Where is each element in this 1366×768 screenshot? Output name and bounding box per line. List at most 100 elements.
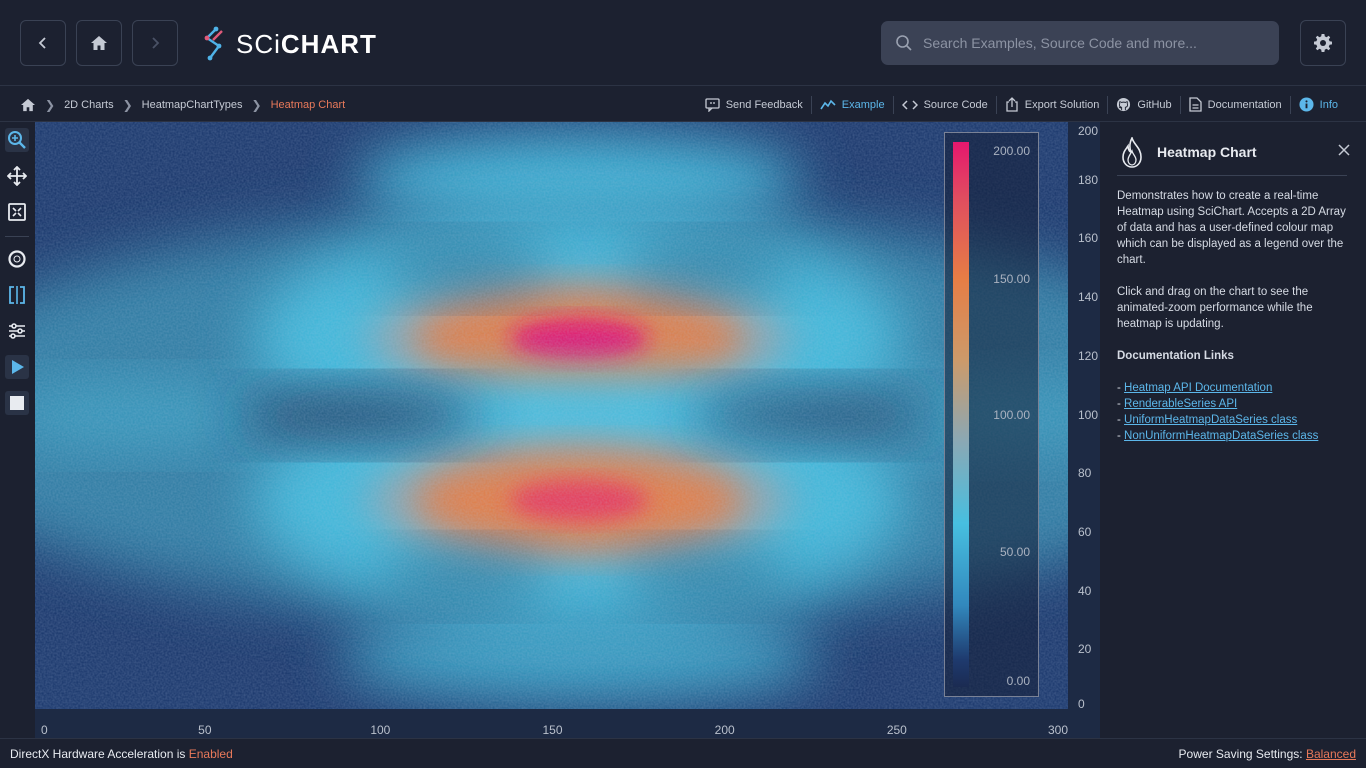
x-tick-label: 300 bbox=[1048, 723, 1069, 737]
brand-name: SCiCHART bbox=[236, 28, 377, 59]
play-button[interactable] bbox=[5, 355, 29, 379]
scichart-logo-icon bbox=[204, 26, 223, 61]
chevron-left-icon bbox=[38, 37, 46, 49]
doc-link-nonuniform-heatmap[interactable]: NonUniformHeatmapDataSeries class bbox=[1124, 430, 1319, 442]
stop-button[interactable] bbox=[5, 391, 29, 415]
chart-line-icon bbox=[820, 99, 836, 109]
chart-plot-area[interactable] bbox=[35, 122, 1068, 709]
document-icon bbox=[1188, 97, 1202, 112]
y-tick-label: 180 bbox=[1078, 172, 1099, 187]
doc-link-item: - RenderableSeries API bbox=[1117, 398, 1238, 410]
legend-label: 0.00 bbox=[1006, 674, 1030, 688]
feedback-icon bbox=[705, 97, 720, 112]
y-axis[interactable]: 0 20 40 60 80 100 120 140 160 180 200 bbox=[1068, 122, 1100, 738]
power-saving-status: Power Saving Settings: Balanced bbox=[1178, 747, 1356, 761]
breadcrumb: ❯ 2D Charts ❯ HeatmapChartTypes ❯ Heatma… bbox=[20, 87, 345, 122]
source-code-button[interactable]: Source Code bbox=[892, 95, 996, 114]
x-tick-label: 50 bbox=[198, 723, 212, 737]
stop-icon bbox=[10, 396, 24, 410]
info-icon bbox=[1299, 97, 1314, 112]
zoom-extents-icon bbox=[8, 203, 26, 221]
documentation-button[interactable]: Documentation bbox=[1179, 95, 1290, 114]
legend-label: 150.00 bbox=[993, 272, 1030, 286]
x-axis[interactable]: 0 50 100 150 200 250 300 bbox=[35, 709, 1068, 738]
back-button[interactable] bbox=[20, 20, 66, 66]
info-tab[interactable]: Info bbox=[1289, 95, 1346, 114]
acceleration-value: Enabled bbox=[188, 747, 233, 761]
y-tick-label: 160 bbox=[1078, 231, 1099, 246]
breadcrumb-bar: ❯ 2D Charts ❯ HeatmapChartTypes ❯ Heatma… bbox=[0, 87, 1366, 122]
export-icon bbox=[1006, 97, 1018, 112]
info-description: Demonstrates how to create a real-time H… bbox=[1117, 190, 1346, 266]
x-tick-label: 100 bbox=[370, 723, 391, 737]
y-tick-label: 200 bbox=[1078, 124, 1099, 138]
home-icon[interactable] bbox=[20, 98, 36, 112]
chart-toolbar bbox=[0, 122, 35, 738]
heatmap-flame-icon bbox=[1122, 137, 1142, 168]
heatmap-surface[interactable] bbox=[35, 122, 1068, 709]
github-icon bbox=[1117, 97, 1131, 112]
y-tick-label: 20 bbox=[1078, 642, 1092, 657]
settings-sliders-icon bbox=[9, 323, 25, 339]
documentation-links-heading: Documentation Links bbox=[1117, 350, 1234, 362]
play-icon bbox=[12, 360, 24, 374]
info-content: Demonstrates how to create a real-time H… bbox=[1117, 188, 1353, 444]
settings-button[interactable] bbox=[1300, 20, 1346, 66]
color-legend-bar bbox=[953, 142, 969, 687]
chevron-right-icon bbox=[152, 37, 160, 49]
breadcrumb-separator: ❯ bbox=[122, 97, 133, 112]
cursor-icon bbox=[9, 286, 25, 304]
close-icon[interactable] bbox=[1338, 144, 1350, 156]
x-tick-label: 150 bbox=[542, 723, 563, 737]
forward-button[interactable] bbox=[132, 20, 178, 66]
y-tick-label: 120 bbox=[1078, 348, 1099, 363]
x-tick-label: 200 bbox=[714, 723, 735, 737]
github-button[interactable]: GitHub bbox=[1107, 95, 1179, 114]
breadcrumb-heatmap-chart-types[interactable]: HeatmapChartTypes bbox=[141, 98, 243, 111]
info-panel-header: Heatmap Chart bbox=[1117, 134, 1350, 176]
breadcrumb-heatmap-chart: Heatmap Chart bbox=[270, 98, 346, 111]
pan-tool-button[interactable] bbox=[5, 164, 29, 188]
export-solution-button[interactable]: Export Solution bbox=[995, 95, 1108, 114]
power-saving-link[interactable]: Balanced bbox=[1305, 747, 1356, 761]
doc-link-renderable-series[interactable]: RenderableSeries API bbox=[1124, 398, 1238, 410]
y-tick-label: 60 bbox=[1078, 524, 1092, 539]
heatmap-color-legend: 200.00 150.00 100.00 50.00 0.00 bbox=[944, 132, 1039, 697]
example-actions: Send Feedback Example Source Code Export… bbox=[697, 87, 1346, 122]
search-box[interactable] bbox=[881, 21, 1279, 65]
send-feedback-button[interactable]: Send Feedback bbox=[697, 96, 811, 114]
y-tick-label: 40 bbox=[1078, 583, 1092, 598]
legend-label: 50.00 bbox=[999, 545, 1030, 559]
doc-link-item: - Heatmap API Documentation bbox=[1117, 382, 1273, 394]
x-tick-label: 250 bbox=[886, 723, 907, 737]
chart-settings-button[interactable] bbox=[5, 319, 29, 343]
doc-link-heatmap-api[interactable]: Heatmap API Documentation bbox=[1124, 382, 1273, 394]
zoom-icon bbox=[8, 131, 26, 149]
doc-link-item: - NonUniformHeatmapDataSeries class bbox=[1117, 430, 1319, 442]
home-icon bbox=[91, 36, 107, 50]
scichart-logo[interactable]: SCiCHART bbox=[202, 24, 377, 64]
info-instructions: Click and drag on the chart to see the a… bbox=[1117, 286, 1313, 330]
doc-link-item: - UniformHeatmapDataSeries class bbox=[1117, 414, 1298, 426]
breadcrumb-2d-charts[interactable]: 2D Charts bbox=[64, 98, 114, 111]
example-tab[interactable]: Example bbox=[810, 95, 893, 114]
cursor-tool-button[interactable] bbox=[5, 283, 29, 307]
rollover-tool-button[interactable] bbox=[5, 247, 29, 271]
code-icon bbox=[901, 99, 918, 110]
search-input[interactable] bbox=[923, 35, 1263, 51]
legend-label: 100.00 bbox=[993, 408, 1030, 422]
y-tick-label: 100 bbox=[1078, 407, 1099, 422]
breadcrumb-separator: ❯ bbox=[251, 97, 262, 112]
status-bar: DirectX Hardware Acceleration is Enabled… bbox=[0, 738, 1366, 768]
pan-icon bbox=[7, 166, 27, 186]
doc-link-uniform-heatmap[interactable]: UniformHeatmapDataSeries class bbox=[1124, 414, 1298, 426]
heatmap-chart[interactable]: 200.00 150.00 100.00 50.00 0.00 0 50 100 15… bbox=[35, 122, 1100, 738]
x-tick-label: 0 bbox=[41, 723, 48, 737]
zoom-tool-button[interactable] bbox=[5, 128, 29, 152]
zoom-extents-button[interactable] bbox=[5, 200, 29, 224]
app-header: SCiCHART bbox=[0, 0, 1366, 86]
y-tick-label: 80 bbox=[1078, 466, 1092, 481]
info-panel: Heatmap Chart Demonstrates how to create… bbox=[1100, 122, 1366, 738]
home-button[interactable] bbox=[76, 20, 122, 66]
gear-icon bbox=[1314, 34, 1332, 52]
